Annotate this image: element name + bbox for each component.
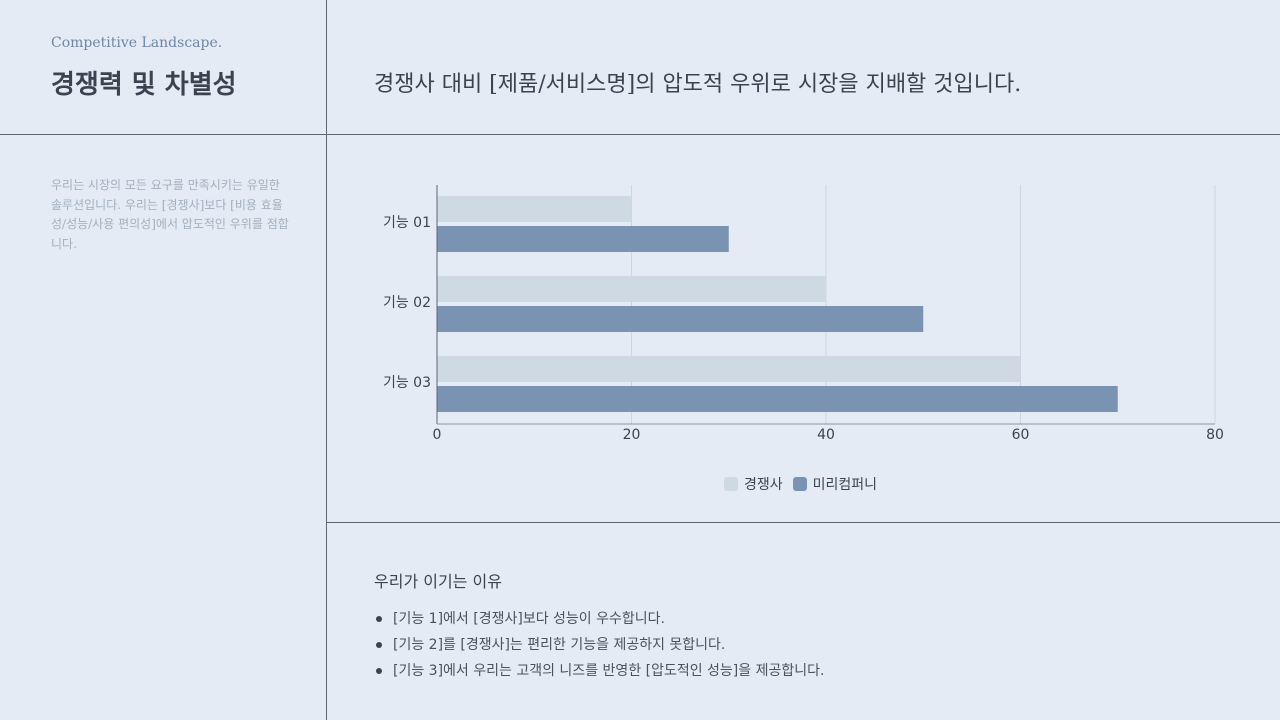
category-label: 기능 01 xyxy=(383,215,431,231)
section-subtitle: Competitive Landscape. xyxy=(51,35,223,51)
chart-divider xyxy=(327,522,1280,523)
reasons-list: [기능 1]에서 [경쟁사]보다 성능이 우수합니다. [기능 2]를 [경쟁사… xyxy=(374,606,824,684)
x-tick-label: 40 xyxy=(817,427,835,443)
description: 우리는 시장의 모든 요구를 만족시키는 유일한 솔루션입니다. 우리는 [경쟁… xyxy=(51,178,289,251)
chart-legend: 경쟁사 미리컴퍼니 xyxy=(724,474,887,494)
bar xyxy=(437,276,826,302)
x-tick-label: 60 xyxy=(1012,427,1030,443)
reason-item: [기능 2]를 [경쟁사]는 편리한 기능을 제공하지 못합니다. xyxy=(374,632,824,658)
header-divider xyxy=(0,134,1280,135)
legend-swatch-competitor xyxy=(724,477,738,491)
legend-label-competitor: 경쟁사 xyxy=(744,477,783,493)
headline: 경쟁사 대비 [제품/서비스명]의 압도적 우위로 시장을 지배할 것입니다. xyxy=(374,72,1022,97)
reasons-title: 우리가 이기는 이유 xyxy=(374,572,502,591)
bar-chart-svg: 기능 01 기능 02 기능 03 0 20 40 60 80 xyxy=(383,185,1224,443)
reason-item: [기능 1]에서 [경쟁사]보다 성능이 우수합니다. xyxy=(374,606,824,632)
bar xyxy=(437,226,729,252)
page-title: 경쟁력 및 차별성 xyxy=(51,70,237,100)
vertical-divider xyxy=(326,0,327,720)
comparison-chart: 기능 01 기능 02 기능 03 0 20 40 60 80 xyxy=(327,135,1280,469)
x-tick-label: 20 xyxy=(623,427,641,443)
x-tick-label: 0 xyxy=(433,427,442,443)
legend-item-company: 미리컴퍼니 xyxy=(792,474,878,494)
bar xyxy=(437,196,632,222)
reason-item: [기능 3]에서 우리는 고객의 니즈를 반영한 [압도적인 성능]을 제공합니… xyxy=(374,658,824,684)
category-label: 기능 02 xyxy=(383,295,431,311)
legend-label-company: 미리컴퍼니 xyxy=(812,477,878,493)
bar xyxy=(437,386,1118,412)
bar xyxy=(437,306,924,332)
legend-item-competitor: 경쟁사 xyxy=(724,474,783,494)
legend-swatch-company xyxy=(792,477,807,491)
x-tick-label: 80 xyxy=(1206,427,1224,443)
bar xyxy=(437,356,1021,382)
category-label: 기능 03 xyxy=(383,375,431,391)
